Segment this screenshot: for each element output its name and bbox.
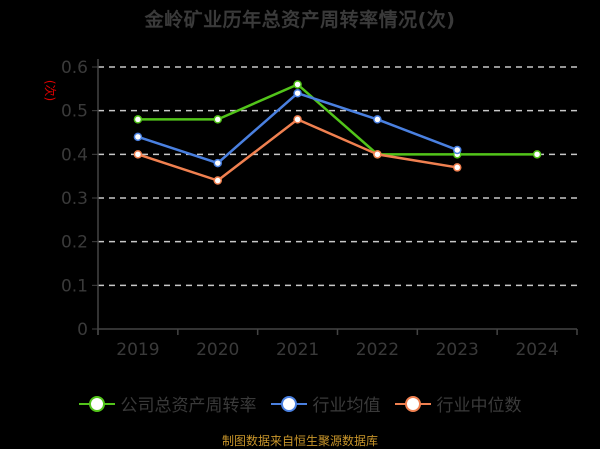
- x-tick-label: 2023: [436, 340, 479, 360]
- data-point[interactable]: [133, 132, 143, 142]
- series-line: [137, 83, 538, 156]
- chart-title: 金岭矿业历年总资产周转率情况(次): [144, 9, 456, 31]
- legend-marker-icon: [78, 394, 115, 414]
- data-point[interactable]: [133, 115, 143, 124]
- legend: 公司总资产周转率 行业均值 行业中位数: [0, 391, 600, 416]
- legend-marker-icon: [394, 394, 431, 414]
- x-tick-label: 2021: [276, 340, 319, 360]
- legend-item-industry-median[interactable]: 行业中位数: [394, 391, 522, 416]
- data-point[interactable]: [453, 163, 462, 172]
- data-point[interactable]: [293, 80, 302, 89]
- legend-item-industry-avg[interactable]: 行业均值: [270, 391, 381, 416]
- legend-label: 行业均值: [312, 396, 381, 416]
- y-tick-label: 0.4: [61, 145, 88, 165]
- line-chart: 0 0.1 0.2 0.3 0.4 0.5 0.6 2019 2020 2021 2022 2023 2…: [61, 58, 578, 360]
- data-point[interactable]: [133, 150, 143, 159]
- y-tick-label: 0.1: [61, 276, 88, 296]
- data-point[interactable]: [213, 176, 222, 185]
- y-tick-label: 0.5: [61, 102, 88, 122]
- series-line: [137, 91, 458, 165]
- series-line: [137, 117, 458, 182]
- data-point[interactable]: [373, 115, 382, 124]
- y-tick-label: 0.2: [61, 233, 88, 253]
- y-tick-label: 0.3: [61, 189, 88, 209]
- x-tick-label: 2020: [196, 340, 239, 360]
- data-source-note: 制图数据来自恒生聚源数据库: [221, 434, 378, 448]
- x-tick-label: 2019: [116, 340, 159, 360]
- y-tick-label: 0: [77, 320, 88, 340]
- data-point[interactable]: [532, 150, 542, 159]
- legend-label: 行业中位数: [436, 396, 522, 416]
- y-tick-label: 0.6: [61, 58, 88, 78]
- data-point[interactable]: [293, 115, 302, 124]
- data-point[interactable]: [213, 115, 222, 124]
- data-point[interactable]: [213, 158, 222, 168]
- legend-marker-icon: [270, 394, 307, 414]
- x-tick-label: 2022: [356, 340, 399, 360]
- legend-item-company[interactable]: 公司总资产周转率: [78, 391, 257, 416]
- x-tick-label: 2024: [515, 340, 558, 360]
- data-point[interactable]: [453, 145, 462, 155]
- data-point[interactable]: [293, 88, 302, 98]
- data-point[interactable]: [373, 150, 382, 159]
- legend-label: 公司总资产周转率: [120, 396, 257, 416]
